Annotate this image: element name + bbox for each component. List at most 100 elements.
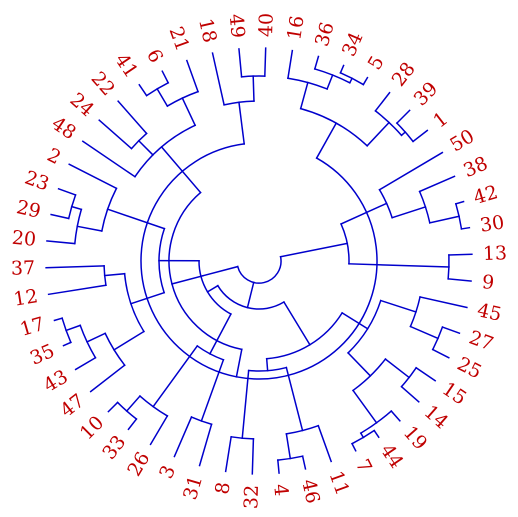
branch-leaf-28 (374, 91, 391, 112)
branch-arc-23 (347, 299, 382, 354)
branch-arc-21 (216, 284, 285, 310)
branch-arc-4 (299, 107, 369, 147)
branch-radial-22-1 (265, 357, 269, 372)
leaf-label-1: 1 (429, 108, 452, 133)
leaf-label-32: 32 (240, 485, 263, 510)
branch-radial-24-1 (409, 325, 439, 340)
leaf-label-42: 42 (471, 181, 500, 209)
branch-leaf-32 (251, 438, 255, 475)
leaf-label-28: 28 (388, 58, 420, 91)
branch-radial-18-1 (428, 215, 460, 224)
branch-leaf-22 (117, 100, 148, 135)
branch-radial-28-1 (359, 432, 365, 439)
branch-radial-16-1 (348, 263, 450, 268)
branch-arc-22 (265, 311, 344, 360)
branch-radial-31-1 (285, 432, 292, 460)
branch-radial-41-1 (86, 332, 107, 343)
branch-leaf-8 (224, 435, 233, 473)
branch-radial-5-1 (326, 74, 334, 90)
leaf-label-38: 38 (460, 152, 491, 182)
branch-radial-42-1 (65, 324, 82, 332)
leaf-label-31: 31 (179, 473, 207, 502)
branch-arc-24 (409, 296, 421, 328)
leaf-label-45: 45 (475, 299, 503, 326)
leaf-label-17: 17 (18, 313, 47, 341)
branch-leaf-39 (395, 109, 411, 125)
branch-arc-11 (240, 75, 266, 78)
branch-arc-14 (145, 81, 170, 97)
leaf-label-47: 47 (56, 390, 89, 422)
branch-radial-16-0 (340, 202, 388, 225)
branch-leaf-49 (238, 48, 243, 78)
branch-radial-0-2 (246, 281, 255, 309)
branch-arc-12 (133, 124, 197, 178)
branch-leaf-1 (412, 129, 429, 143)
leaf-label-18: 18 (194, 16, 221, 44)
branch-leaf-25 (431, 348, 450, 359)
branch-arc-7 (339, 71, 365, 86)
branch-leaf-42 (454, 200, 465, 205)
leaf-label-37: 37 (11, 257, 36, 280)
branch-arc-3 (140, 143, 378, 380)
branch-leaf-43 (74, 356, 97, 371)
leaf-label-21: 21 (165, 24, 194, 54)
branch-leaf-27 (441, 326, 461, 335)
leaf-label-30: 30 (479, 211, 506, 237)
branch-radial-8-1 (400, 130, 407, 137)
branch-arc-0 (236, 255, 282, 284)
branch-leaf-47 (89, 364, 126, 393)
branch-leaf-29 (50, 213, 70, 220)
branch-radial-3-0 (315, 122, 338, 160)
branch-radial-12-0 (181, 97, 197, 127)
branch-radial-39-1 (106, 208, 166, 230)
branch-arc-26 (352, 358, 387, 392)
branch-radial-40-0 (113, 330, 145, 351)
leaf-label-14: 14 (420, 401, 453, 433)
branch-arc-27 (400, 366, 418, 388)
leaf-label-13: 13 (483, 242, 508, 265)
branch-leaf-44 (373, 429, 380, 439)
branch-radial-17-1 (391, 205, 427, 219)
branch-arc-34 (198, 260, 232, 316)
branch-leaf-38 (418, 175, 456, 193)
leaf-label-26: 26 (123, 448, 154, 480)
branch-leaf-48 (81, 140, 136, 178)
branch-leaf-50 (378, 151, 444, 191)
branch-radial-2-0 (235, 348, 243, 378)
leaf-label-2: 2 (44, 144, 65, 169)
branch-leaf-45 (419, 296, 468, 309)
branch-arc-45 (100, 187, 118, 232)
branch-radial-0-0 (201, 265, 239, 277)
leaf-label-29: 29 (14, 196, 42, 223)
leaf-label-20: 20 (11, 227, 37, 251)
leaf-label-23: 23 (22, 167, 52, 196)
branch-radial-0-1 (279, 242, 349, 258)
branch-radial-6-1 (348, 77, 354, 84)
branch-leaf-7 (351, 442, 357, 452)
branch-radial-39-0 (129, 291, 166, 305)
branch-radial-21-0 (282, 300, 311, 346)
branch-radial-45-0 (76, 225, 103, 232)
branch-radial-3-1 (238, 101, 246, 145)
branch-leaf-12 (47, 284, 107, 296)
branch-radial-30-0 (285, 366, 304, 432)
leaf-label-3: 3 (155, 462, 180, 482)
leaf-label-41: 41 (110, 50, 142, 82)
branch-radial-13-1 (156, 87, 169, 108)
branch-arc-16 (340, 222, 350, 265)
leaf-label-34: 34 (338, 29, 368, 60)
branch-radial-23-0 (379, 299, 417, 313)
branch-leaf-9 (447, 278, 472, 282)
branch-radial-34-0 (208, 313, 232, 355)
branch-radial-35-1 (152, 344, 199, 408)
branch-leaf-26 (149, 414, 169, 446)
leaf-label-27: 27 (466, 327, 496, 356)
leaf-label-48: 48 (48, 112, 80, 144)
branch-leaf-13 (448, 253, 473, 256)
branch-leaf-2 (68, 163, 118, 190)
branch-leaf-6 (161, 70, 170, 84)
branch-radial-26-1 (352, 389, 378, 424)
branch-leaf-18 (211, 52, 225, 106)
leaf-label-11: 11 (325, 468, 354, 498)
